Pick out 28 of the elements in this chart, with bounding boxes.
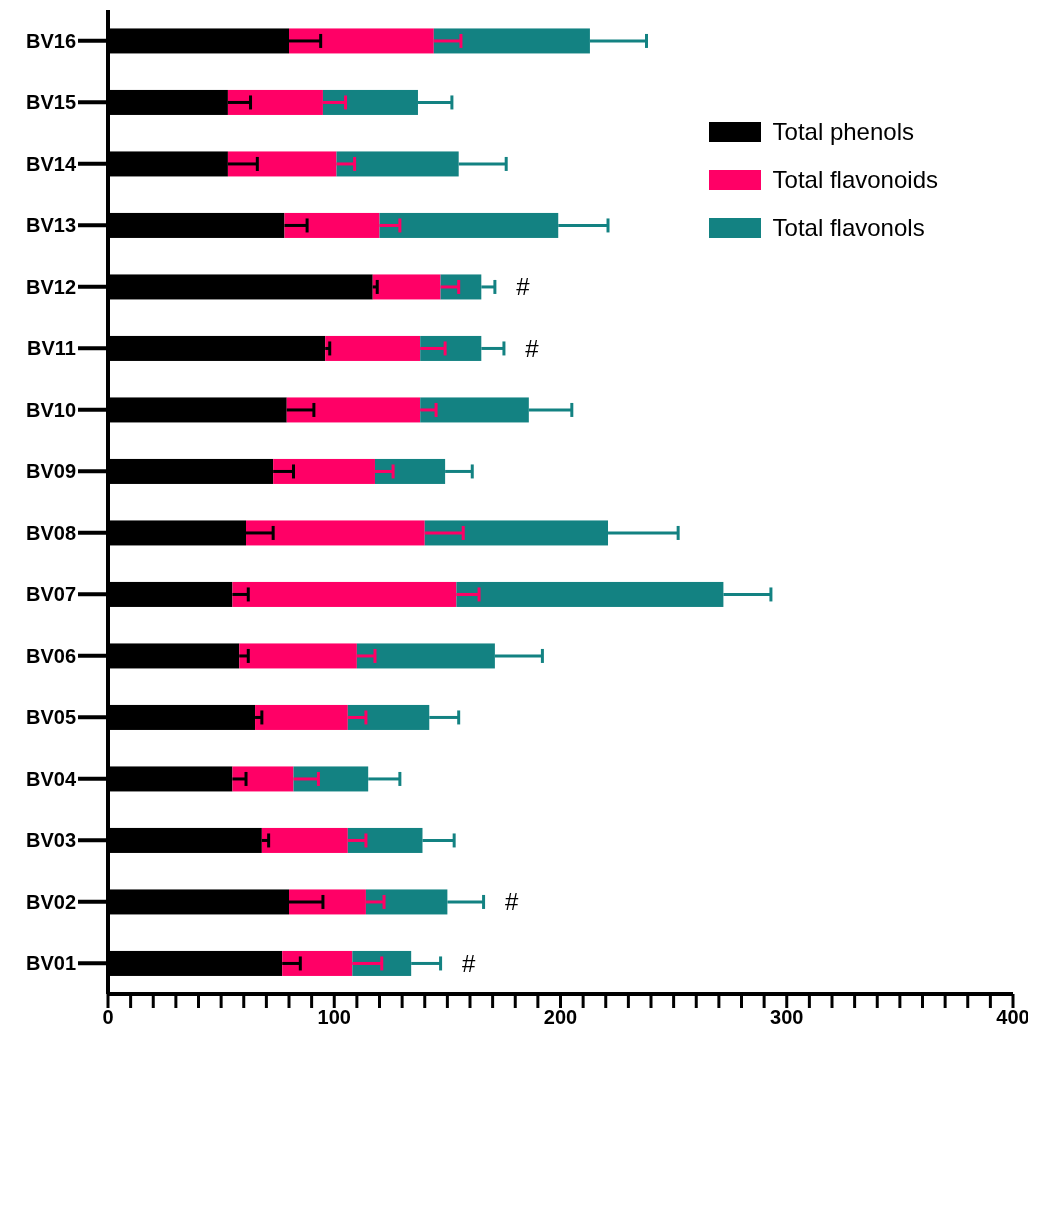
- x-tick-label: 300: [770, 1006, 804, 1029]
- y-tick-label: BV10: [25, 398, 76, 421]
- y-tick-label: BV03: [25, 829, 76, 852]
- legend-label: Total phenols: [772, 118, 914, 146]
- data-label: #: [525, 334, 540, 362]
- y-tick-label: BV13: [25, 214, 76, 237]
- data-label: #: [504, 888, 519, 916]
- data-label: #: [461, 949, 476, 977]
- y-tick-label: BV15: [25, 91, 76, 114]
- y-tick-label: BV14: [25, 152, 77, 175]
- y-tick-label: BV05: [25, 706, 76, 729]
- y-tick-label: BV06: [25, 644, 76, 667]
- y-tick-label: BV07: [25, 583, 76, 606]
- x-tick-label: 400: [996, 1006, 1030, 1029]
- x-tick-label: 200: [543, 1006, 578, 1029]
- y-tick-label: BV16: [25, 29, 76, 52]
- y-tick-label: BV01: [25, 952, 76, 975]
- y-tick-label: BV09: [25, 460, 76, 483]
- y-tick-label: BV11: [27, 337, 76, 360]
- x-tick-label: 0: [102, 1006, 114, 1029]
- legend-label: Total flavonols: [772, 214, 925, 242]
- y-tick-label: BV12: [25, 275, 76, 298]
- y-tick-label: BV08: [25, 521, 76, 544]
- data-label: #: [516, 273, 531, 301]
- x-tick-label: 100: [317, 1006, 351, 1029]
- y-tick-label: BV02: [25, 890, 76, 913]
- legend-label: Total flavonoids: [772, 166, 938, 194]
- y-tick-label: BV04: [25, 767, 77, 790]
